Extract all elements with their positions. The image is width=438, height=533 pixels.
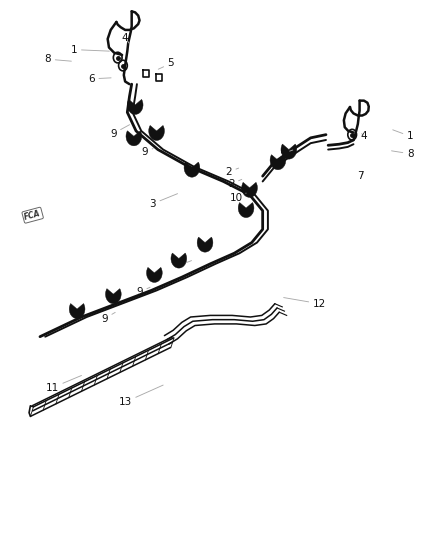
Text: 2: 2: [228, 179, 242, 189]
Wedge shape: [171, 253, 187, 268]
Text: 9: 9: [110, 125, 130, 139]
Text: 9: 9: [176, 261, 191, 270]
Wedge shape: [270, 155, 286, 169]
Text: 13: 13: [119, 385, 163, 407]
Wedge shape: [238, 203, 254, 217]
Wedge shape: [147, 268, 162, 282]
Wedge shape: [127, 99, 143, 115]
Text: 7: 7: [357, 171, 364, 181]
Text: 10: 10: [230, 193, 246, 204]
Wedge shape: [149, 125, 164, 141]
Text: 4: 4: [360, 131, 367, 141]
Wedge shape: [184, 162, 200, 177]
Wedge shape: [106, 289, 121, 304]
Text: FCA: FCA: [23, 209, 42, 222]
Text: 8: 8: [392, 149, 413, 159]
Wedge shape: [281, 144, 297, 159]
Text: 12: 12: [284, 297, 326, 309]
Text: 6: 6: [88, 74, 111, 84]
Text: 9: 9: [101, 312, 115, 324]
Wedge shape: [126, 131, 142, 146]
Text: 9: 9: [136, 287, 150, 297]
Text: 2: 2: [225, 167, 239, 177]
Wedge shape: [242, 182, 258, 197]
Text: 4: 4: [122, 33, 129, 43]
Text: 5: 5: [158, 59, 174, 69]
Text: 9: 9: [141, 147, 153, 157]
Text: 11: 11: [46, 375, 81, 393]
Text: 5: 5: [279, 149, 293, 159]
Text: 8: 8: [45, 54, 71, 64]
Text: 3: 3: [149, 193, 177, 209]
Wedge shape: [69, 303, 85, 319]
Wedge shape: [197, 237, 213, 252]
Text: 1: 1: [393, 130, 413, 141]
Text: 1: 1: [71, 45, 110, 54]
